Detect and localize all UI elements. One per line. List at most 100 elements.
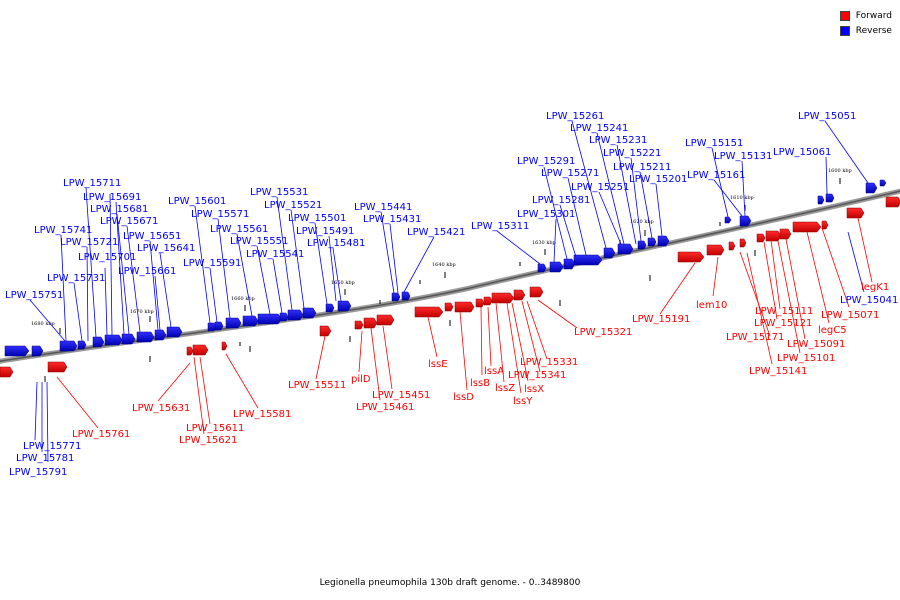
gene-label[interactable]: LPW_15691 [83, 192, 141, 203]
gene-label[interactable]: LPW_15431 [363, 214, 421, 225]
tick-label: 1640 kbp [432, 262, 456, 268]
gene-label[interactable]: LPW_15621 [179, 435, 237, 446]
gene-label[interactable]: LPW_15461 [356, 402, 414, 413]
gene-label[interactable]: LPW_15711 [63, 178, 121, 189]
gene-label[interactable]: LPW_15071 [821, 310, 879, 321]
gene-label[interactable]: LPW_15151 [685, 138, 743, 149]
gene-label[interactable]: LPW_15521 [264, 200, 322, 211]
tick-label: 1650 kbp [331, 280, 355, 286]
gene-label[interactable]: LPW_15191 [632, 314, 690, 325]
gene-label[interactable]: LPW_15451 [372, 390, 430, 401]
tick-labels: 1680 kbp 1670 kbp 1660 kbp 1650 kbp 1640… [31, 168, 852, 327]
gene-label[interactable]: LPW_15531 [250, 187, 308, 198]
forward-genes [0, 196, 900, 378]
gene-label[interactable]: LPW_15221 [603, 148, 661, 159]
gene-label[interactable]: legK1 [861, 282, 889, 293]
gene-label[interactable]: LPW_15721 [60, 237, 118, 248]
forward-labels: legK1 LPW_15071 legC5 LPW_15091 LPW_1510… [72, 282, 889, 446]
gene-label[interactable]: LPW_15761 [72, 429, 130, 440]
gene-label[interactable]: LPW_15611 [186, 423, 244, 434]
gene-label[interactable]: LPW_15041 [840, 295, 898, 306]
gene-label[interactable]: LPW_15741 [34, 225, 92, 236]
gene-label[interactable]: LPW_15681 [90, 204, 148, 215]
gene-label[interactable]: lssB [470, 378, 490, 389]
gene-label[interactable]: LPW_15601 [168, 196, 226, 207]
gene-label[interactable]: lem10 [696, 300, 727, 311]
gene-label[interactable]: LPW_15311 [471, 221, 529, 232]
gene-label[interactable]: LPW_15421 [407, 227, 465, 238]
tick-label: 1680 kbp [31, 321, 55, 327]
gene-label[interactable]: LPW_15641 [137, 243, 195, 254]
gene-label[interactable]: LPW_15261 [546, 111, 604, 122]
gene-label[interactable]: LPW_15061 [773, 147, 831, 158]
gene-label[interactable]: LPW_15541 [246, 249, 304, 260]
gene-label[interactable]: LPW_15591 [183, 258, 241, 269]
gene-label[interactable]: LPW_15101 [777, 353, 835, 364]
gene-label[interactable]: LPW_15171 [726, 332, 784, 343]
gene-label[interactable]: LPW_15701 [78, 252, 136, 263]
gene-label[interactable]: LPW_15211 [613, 162, 671, 173]
gene-label[interactable]: LPW_15791 [9, 467, 67, 478]
gene-label[interactable]: LPW_15091 [787, 339, 845, 350]
gene-label[interactable]: LPW_15651 [123, 231, 181, 242]
gene-label[interactable]: LPW_15141 [749, 366, 807, 377]
gene-label[interactable]: LPW_15321 [574, 327, 632, 338]
gene-label[interactable]: lssZ [495, 383, 515, 394]
tick-label: 1600 kbp [828, 168, 852, 174]
gene-label[interactable]: LPW_15731 [47, 273, 105, 284]
reverse-leader-lines [29, 120, 869, 463]
forward-leader-lines [56, 217, 873, 435]
gene-label[interactable]: LPW_15631 [132, 403, 190, 414]
gene-label[interactable]: LPW_15581 [233, 409, 291, 420]
gene-label[interactable]: lssE [428, 359, 448, 370]
gene-label[interactable]: LPW_15121 [754, 318, 812, 329]
gene-label[interactable]: LPW_15251 [571, 182, 629, 193]
gene-label[interactable]: LPW_15771 [23, 441, 81, 452]
gene-label[interactable]: LPW_15671 [100, 216, 158, 227]
gene-label[interactable]: pilD [351, 374, 371, 385]
gene-label[interactable]: LPW_15571 [191, 209, 249, 220]
gene-label[interactable]: LPW_15051 [798, 111, 856, 122]
gene-label[interactable]: LPW_15241 [570, 123, 628, 134]
gene-label[interactable]: legC5 [818, 325, 847, 336]
gene-label[interactable]: LPW_15491 [296, 226, 354, 237]
map-caption: Legionella pneumophila 130b draft genome… [319, 578, 581, 588]
gene-label[interactable]: lssX [524, 384, 544, 395]
gene-label[interactable]: LPW_15201 [629, 174, 687, 185]
gene-label[interactable]: LPW_15281 [532, 195, 590, 206]
legend-item-forward: Forward [839, 8, 892, 23]
gene-label[interactable]: LPW_15661 [118, 266, 176, 277]
gene-label[interactable]: LPW_15131 [714, 151, 772, 162]
gene-label[interactable]: LPW_15481 [307, 238, 365, 249]
gene-label[interactable]: lssA [484, 366, 504, 377]
gene-label[interactable]: LPW_15271 [541, 168, 599, 179]
gene-label[interactable]: LPW_15561 [210, 224, 268, 235]
gene-label[interactable]: LPW_15551 [230, 236, 288, 247]
gene-label[interactable]: LPW_15161 [687, 170, 745, 181]
legend-label: Forward [855, 10, 892, 21]
gene-label[interactable]: LPW_15511 [288, 380, 346, 391]
tick-label: 1670 kbp [130, 309, 154, 315]
reverse-swatch [839, 25, 850, 36]
legend-item-reverse: Reverse [839, 23, 892, 38]
gene-label[interactable]: LPW_15501 [288, 213, 346, 224]
legend-label: Reverse [855, 25, 892, 36]
gene-label[interactable]: LPW_15301 [517, 209, 575, 220]
tick-marks [44, 178, 841, 382]
gene-label[interactable]: LPW_15441 [354, 202, 412, 213]
reverse-genes [4, 179, 887, 357]
gene-label[interactable]: LPW_15751 [5, 290, 63, 301]
gene-label[interactable]: LPW_15111 [755, 306, 813, 317]
gene-label[interactable]: LPW_15781 [16, 453, 74, 464]
gene-label[interactable]: LPW_15341 [508, 370, 566, 381]
forward-swatch [839, 10, 850, 21]
reverse-labels: LPW_15051 LPW_15061 LPW_15131 LPW_15151 … [5, 111, 898, 478]
gene-label[interactable]: LPW_15291 [517, 156, 575, 167]
tick-label: 1620 kbp [630, 219, 654, 225]
gene-label[interactable]: lssD [453, 392, 474, 403]
gene-label[interactable]: LPW_15331 [520, 357, 578, 368]
gene-label[interactable]: lssY [513, 396, 533, 407]
tick-label: 1660 kbp [231, 296, 255, 302]
gene-label[interactable]: LPW_15231 [589, 135, 647, 146]
